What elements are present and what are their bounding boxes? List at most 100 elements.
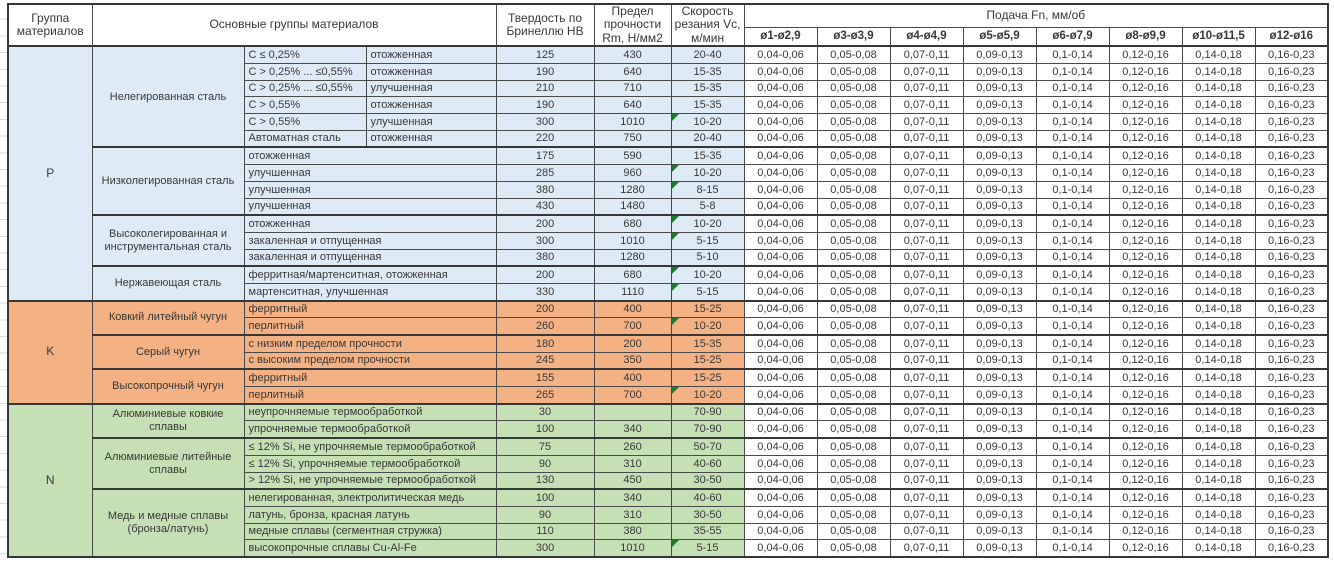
cell-strength-rm: 1010 <box>593 231 672 250</box>
cell-material-desc: латунь, бронза, красная латунь <box>243 505 497 524</box>
cell-feed-value: 0,1-0,14 <box>1035 539 1110 558</box>
cell-feed-value: 0,04-0,06 <box>743 402 818 422</box>
cell-subgroup-name: Медь и медные сплавы (бронза/латунь) <box>91 488 245 558</box>
cell-feed-value: 0,12-0,16 <box>1108 96 1183 115</box>
cell-feed-value: 0,09-0,13 <box>962 79 1037 98</box>
cell-feed-value: 0,14-0,18 <box>1181 96 1256 115</box>
cell-feed-value: 0,14-0,18 <box>1181 231 1256 250</box>
cell-feed-value: 0,16-0,23 <box>1254 164 1329 182</box>
cell-cutting-speed: 15-25 <box>670 351 745 370</box>
cell-feed-value: 0,09-0,13 <box>962 333 1037 353</box>
cell-feed-value: 0,14-0,18 <box>1181 248 1256 267</box>
cell-feed-value: 0,09-0,13 <box>962 471 1037 490</box>
cell-feed-value: 0,14-0,18 <box>1181 45 1256 65</box>
cell-strength-rm: 750 <box>593 129 672 148</box>
table-row: K Ковкий литейный чугун ферритный 200 400 15-… <box>7 299 1329 405</box>
cell-cutting-speed: 15-35 <box>670 333 745 353</box>
spreadsheet-left-gutter <box>0 3 7 557</box>
cell-strength-rm: 680 <box>593 214 672 233</box>
cell-feed-value: 0,07-0,11 <box>889 79 964 98</box>
cell-cutting-speed: 10-20 <box>670 265 745 284</box>
cell-cutting-speed: 8-15 <box>670 180 745 199</box>
cell-feed-value: 0,1-0,14 <box>1035 63 1110 81</box>
cell-material-desc: C ≤ 0,25% <box>243 45 367 65</box>
cell-strength-rm: 590 <box>593 146 672 166</box>
cell-feed-value: 0,09-0,13 <box>962 265 1037 284</box>
table-row: ≤ 12% Si, упрочняемые термообработкой 90 3… <box>8 454 1329 473</box>
header-feed-col-3: ø5-ø5,9 <box>962 26 1037 47</box>
cell-feed-value: 0,07-0,11 <box>889 454 964 473</box>
cell-feed-value: 0,07-0,11 <box>889 231 964 250</box>
cell-feed-value: 0,05-0,08 <box>816 214 891 233</box>
cell-hardness-hb: 300 <box>495 231 595 250</box>
cell-group-code: P <box>7 45 93 302</box>
cell-feed-value: 0,04-0,06 <box>743 488 818 507</box>
cell-feed-value: 0,16-0,23 <box>1254 539 1329 558</box>
table-row: P Нелегированная сталь C ≤ 0,25% отожженная… <box>7 45 1329 302</box>
cell-flag-triangle-icon <box>672 318 679 326</box>
cell-feed-value: 0,1-0,14 <box>1035 386 1110 405</box>
cell-strength-rm: 200 <box>593 333 672 353</box>
cell-feed-value: 0,14-0,18 <box>1181 79 1256 98</box>
cell-feed-value: 0,05-0,08 <box>816 437 891 456</box>
table-row: улучшенная 430 1480 5-8 0,04-0,06 0,05-0,08 0,… <box>8 197 1329 216</box>
cell-material-desc: C > 0,55% <box>243 96 367 115</box>
cell-strength-rm: 1280 <box>593 248 672 267</box>
cell-feed-value: 0,1-0,14 <box>1035 522 1110 541</box>
cell-hardness-hb: 380 <box>495 248 595 267</box>
cell-subgroup-name: Нержавеющая сталь <box>91 265 245 302</box>
cell-feed-value: 0,09-0,13 <box>962 180 1037 199</box>
cell-feed-value: 0,16-0,23 <box>1254 368 1329 388</box>
cell-feed-value: 0,16-0,23 <box>1254 437 1329 456</box>
table-row: Низколегированная сталь отожженная 175 590 1… <box>8 146 1329 216</box>
header-feed-col-7: ø12-ø16 <box>1254 26 1329 47</box>
table-row: мартенситная, улучшенная 330 1110 5-15 0,04-… <box>8 282 1329 302</box>
cell-flag-triangle-icon <box>672 217 679 224</box>
cell-feed-value: 0,14-0,18 <box>1181 180 1256 199</box>
cell-feed-value: 0,04-0,06 <box>743 282 818 302</box>
cell-feed-value: 0,12-0,16 <box>1108 333 1183 353</box>
cell-feed-value: 0,07-0,11 <box>889 45 964 65</box>
cell-feed-value: 0,07-0,11 <box>889 471 964 490</box>
cell-feed-value: 0,12-0,16 <box>1108 197 1183 216</box>
cell-strength-rm: 340 <box>593 420 672 439</box>
cell-feed-value: 0,16-0,23 <box>1254 113 1329 131</box>
cell-feed-value: 0,04-0,06 <box>743 146 818 166</box>
cell-feed-value: 0,14-0,18 <box>1181 454 1256 473</box>
cell-feed-value: 0,05-0,08 <box>816 471 891 490</box>
cell-feed-value: 0,1-0,14 <box>1035 333 1110 353</box>
cell-strength-rm: 430 <box>593 45 672 65</box>
cell-material-desc: улучшенная <box>243 180 497 199</box>
cell-feed-value: 0,16-0,23 <box>1254 63 1329 81</box>
cell-feed-value: 0,04-0,06 <box>743 197 818 216</box>
cell-feed-value: 0,07-0,11 <box>889 180 964 199</box>
cell-feed-value: 0,1-0,14 <box>1035 471 1110 490</box>
header-main-groups: Основные группы материалов <box>91 3 497 47</box>
table-row: Алюминиевые литейные сплавы ≤ 12% Si, не … <box>8 437 1329 490</box>
cell-material-state: отожженная <box>365 96 497 115</box>
cell-feed-value: 0,09-0,13 <box>962 214 1037 233</box>
table-row: перлитный 260 700 10-20 0,04-0,06 0,05-0,08 0,… <box>8 317 1329 336</box>
cell-strength-rm: 1480 <box>593 197 672 216</box>
cell-hardness-hb: 220 <box>495 129 595 148</box>
cell-feed-value: 0,05-0,08 <box>816 129 891 148</box>
cell-feed-value: 0,05-0,08 <box>816 96 891 115</box>
cell-feed-value: 0,14-0,18 <box>1181 63 1256 81</box>
cell-feed-value: 0,16-0,23 <box>1254 180 1329 199</box>
cell-feed-value: 0,05-0,08 <box>816 164 891 182</box>
table-row: улучшенная 285 960 10-20 0,04-0,06 0,05-0,08 0… <box>8 164 1329 182</box>
cell-feed-value: 0,07-0,11 <box>889 146 964 166</box>
cell-feed-value: 0,12-0,16 <box>1108 299 1183 319</box>
cell-feed-value: 0,1-0,14 <box>1035 351 1110 370</box>
cell-feed-value: 0,05-0,08 <box>816 317 891 336</box>
cell-material-desc: перлитный <box>243 386 497 405</box>
cell-group-code: N <box>7 402 93 558</box>
cell-feed-value: 0,07-0,11 <box>889 113 964 131</box>
cell-feed-value: 0,14-0,18 <box>1181 214 1256 233</box>
cell-material-state: улучшенная <box>365 113 497 131</box>
cell-subgroup-name: Низколегированная сталь <box>91 146 245 216</box>
cell-strength-rm: 710 <box>593 79 672 98</box>
cell-feed-value: 0,09-0,13 <box>962 402 1037 422</box>
cell-cutting-speed: 15-35 <box>670 63 745 81</box>
cell-feed-value: 0,12-0,16 <box>1108 146 1183 166</box>
